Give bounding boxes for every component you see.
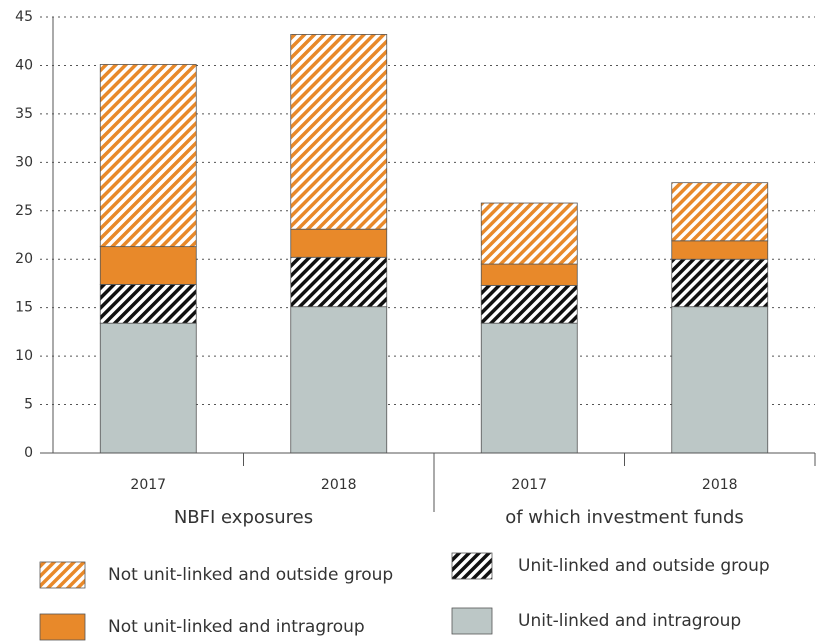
legend-swatch bbox=[39, 613, 86, 641]
legend-label: Unit-linked and outside group bbox=[518, 556, 770, 576]
y-tick-label: 0 bbox=[24, 445, 33, 461]
legend-label: Unit-linked and intragroup bbox=[518, 611, 741, 631]
x-tick-label: 2017 bbox=[130, 477, 166, 493]
legend-swatch bbox=[451, 552, 493, 580]
group-label: of which investment funds bbox=[505, 507, 744, 528]
legend-label: Not unit-linked and intragroup bbox=[108, 617, 365, 637]
y-tick-label: 45 bbox=[15, 9, 33, 25]
y-tick-label: 30 bbox=[15, 154, 33, 170]
y-tick-label: 40 bbox=[15, 57, 33, 73]
group-label: NBFI exposures bbox=[174, 507, 313, 528]
bar-segment bbox=[290, 228, 388, 258]
bar-segment bbox=[671, 258, 769, 308]
y-tick-label: 25 bbox=[15, 203, 33, 219]
bar-segment bbox=[671, 306, 769, 454]
bar-segment bbox=[671, 240, 769, 260]
bar-segment bbox=[99, 64, 197, 248]
legend-swatch bbox=[451, 607, 493, 635]
bar-segment bbox=[671, 182, 769, 242]
legend-swatch bbox=[39, 561, 86, 589]
y-tick-label: 20 bbox=[15, 251, 33, 267]
bar-segment bbox=[290, 34, 388, 230]
bar-segment bbox=[99, 246, 197, 285]
bar-segment bbox=[480, 322, 578, 454]
bar-segment bbox=[290, 306, 388, 454]
legend-label: Not unit-linked and outside group bbox=[108, 565, 393, 585]
y-tick-label: 15 bbox=[15, 300, 33, 316]
bar-segment bbox=[290, 256, 388, 308]
x-tick-label: 2017 bbox=[511, 477, 547, 493]
y-tick-label: 35 bbox=[15, 106, 33, 122]
bar-segment bbox=[480, 263, 578, 286]
bar-segment bbox=[99, 284, 197, 324]
bar-segment bbox=[480, 284, 578, 324]
y-tick-label: 5 bbox=[24, 397, 33, 413]
bar-segment bbox=[480, 202, 578, 265]
x-tick-label: 2018 bbox=[702, 477, 738, 493]
bar-segment bbox=[99, 322, 197, 454]
y-tick-label: 10 bbox=[15, 348, 33, 364]
x-tick-label: 2018 bbox=[321, 477, 357, 493]
